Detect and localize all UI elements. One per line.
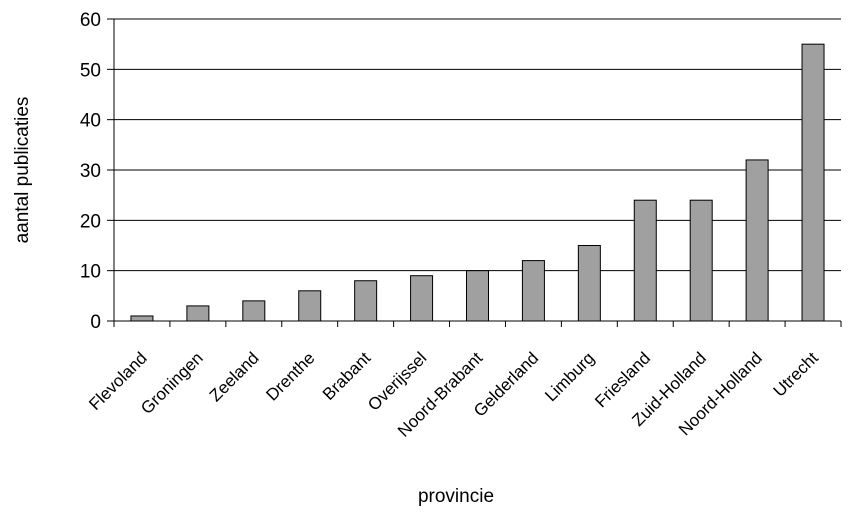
- x-tick-label: Drenthe: [262, 348, 318, 404]
- bar: [521, 260, 545, 322]
- bar: [410, 275, 434, 322]
- bar: [186, 305, 210, 322]
- bar: [298, 290, 322, 322]
- y-tick-label: 10: [80, 262, 101, 283]
- bar: [745, 159, 769, 322]
- bar: [801, 43, 825, 322]
- bars: [130, 43, 825, 322]
- bar: [130, 315, 154, 322]
- bar: [689, 199, 713, 322]
- y-axis-title: aantal publicaties: [12, 97, 33, 244]
- bar: [633, 199, 657, 322]
- y-tick-label: 40: [80, 111, 101, 132]
- x-tick-label: Brabant: [319, 348, 375, 404]
- y-ticks: 0 10 20 30 40 50 60: [80, 10, 114, 333]
- x-tick-label: Zeeland: [206, 348, 263, 405]
- x-tick-label: Utrecht: [770, 348, 822, 400]
- bar: [466, 270, 489, 322]
- y-tick-label: 50: [80, 60, 101, 81]
- x-axis-title: provincie: [418, 486, 494, 507]
- y-tick-label: 0: [90, 312, 101, 333]
- y-tick-label: 60: [80, 10, 101, 31]
- x-tick-label: Limburg: [541, 348, 598, 405]
- y-tick-label: 30: [80, 161, 101, 182]
- bar: [242, 300, 266, 322]
- bar: [577, 245, 601, 322]
- gridlines: [114, 18, 841, 272]
- y-tick-label: 20: [80, 211, 101, 232]
- bar: [354, 280, 378, 322]
